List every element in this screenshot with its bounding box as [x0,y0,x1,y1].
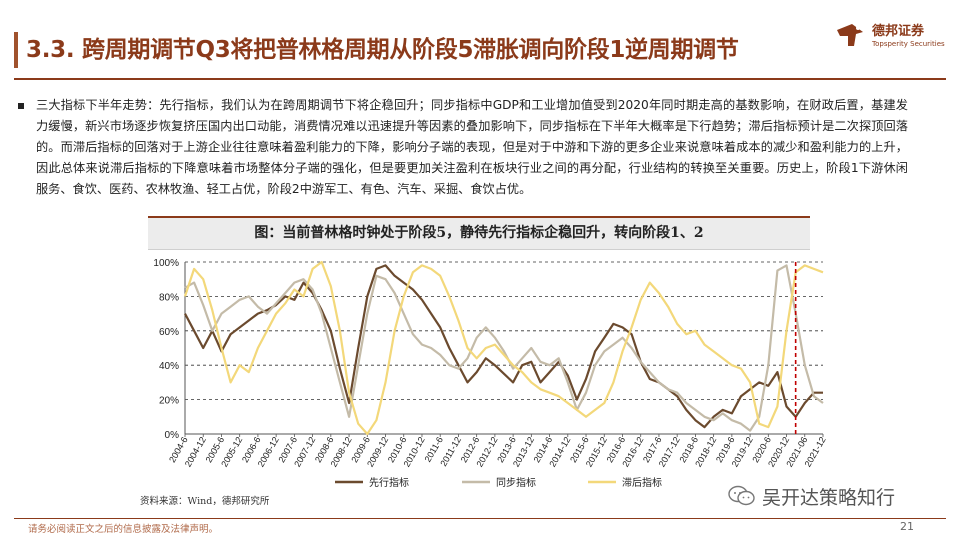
line-chart: 0%20%40%60%80%100%2004-62004-122005-6200… [153,258,827,489]
footer-divider [14,518,946,519]
body-paragraph: 三大指标下半年走势：先行指标，我们认为在跨周期调节下将企稳回升；同步指标中GDP… [36,98,908,196]
y-tick-label: 60% [159,327,179,338]
y-tick-label: 20% [159,396,179,407]
y-tick-label: 100% [153,258,179,269]
y-tick-label: 80% [159,292,179,303]
y-tick-label: 0% [165,430,180,441]
bullet-square-icon [18,103,24,109]
page-number: 21 [900,520,914,533]
footer-disclaimer: 请务必阅读正文之后的信息披露及法律声明。 [28,524,219,535]
series-line-1 [184,264,823,429]
title-divider [14,78,946,80]
series-line-2 [184,264,824,432]
watermark-text: 吴开达策略知行 [762,487,896,509]
wechat-icon [728,485,755,506]
logo-name-cn: 德邦证券 [872,24,925,39]
page-title: 3.3. 跨周期调节Q3将把普林格周期从阶段5滞胀调向阶段1逆周期调节 [26,37,739,63]
logo-mark-icon [834,20,866,52]
company-logo: 德邦证券 Topsperity Securities [834,16,945,62]
y-tick-label: 40% [159,361,179,372]
title-accent-bar [14,32,18,68]
logo-name-en: Topsperity Securities [872,40,945,48]
figure-title: 图：当前普林格时钟处于阶段5，静待先行指标企稳回升，转向阶段1、2 [148,216,810,250]
series-line-3 [183,260,824,436]
wechat-watermark: 吴开达策略知行 [728,483,958,513]
legend-label: 先行指标 [369,476,409,489]
figure-source: 资料来源：Wind，德邦研究所 [140,496,270,507]
legend-label: 同步指标 [496,476,536,489]
legend-label: 滞后指标 [622,476,662,489]
